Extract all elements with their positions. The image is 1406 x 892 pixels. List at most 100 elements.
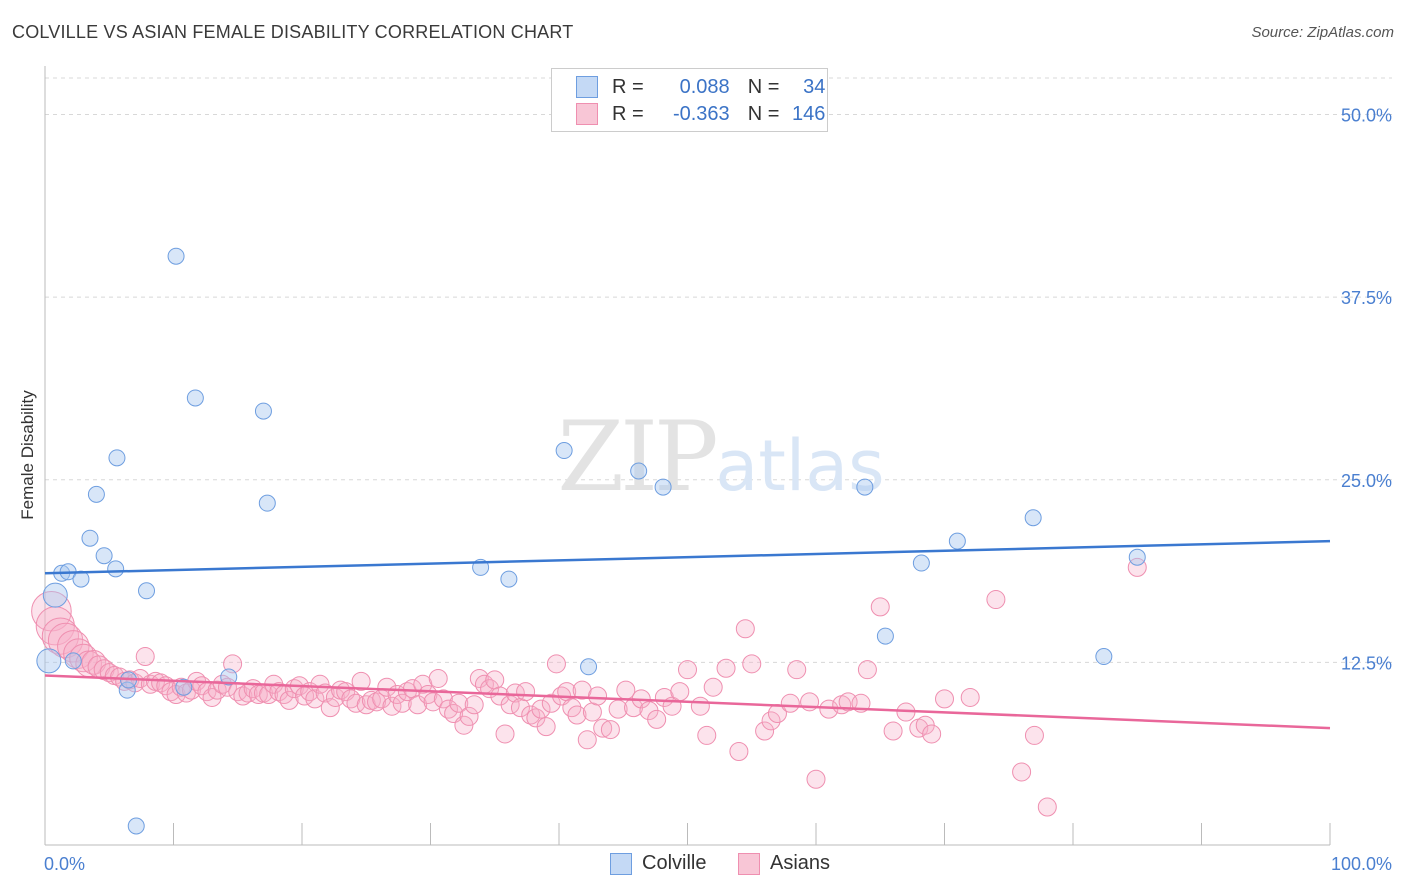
colville-legend-swatch	[610, 852, 632, 875]
asians-point	[1012, 762, 1032, 782]
asians-point	[697, 725, 717, 745]
colville-point	[948, 532, 966, 550]
asians-point	[755, 721, 775, 741]
colville-point	[95, 547, 113, 565]
colville-point	[107, 560, 125, 578]
asians-point	[459, 706, 479, 726]
trend-lines	[44, 539, 1331, 730]
asians-point	[582, 702, 602, 722]
asians-point	[408, 695, 428, 715]
asians-point	[1127, 557, 1147, 577]
r-label: R =	[612, 102, 644, 125]
asians-point	[806, 769, 826, 789]
legend-item-asians: Asians	[738, 852, 830, 875]
asians-point	[464, 695, 484, 715]
asians-point	[346, 693, 366, 713]
asians-point	[761, 711, 781, 731]
colville-point	[127, 817, 145, 835]
colville-point	[36, 648, 62, 674]
asians-point	[377, 677, 397, 697]
grid-lines	[45, 77, 1392, 663]
asians-point	[135, 647, 155, 667]
colville-point	[876, 627, 894, 645]
asians-point	[1037, 797, 1057, 817]
r-value: 0.088	[679, 75, 730, 98]
colville-point	[175, 678, 193, 696]
asians-point	[960, 687, 980, 707]
axes	[44, 66, 1331, 846]
legend-item-colville: Colville	[610, 852, 706, 875]
asians-points	[31, 557, 1147, 817]
colville-point	[186, 389, 204, 407]
legend-row-asians: R = -0.363 N = 146	[576, 102, 825, 126]
asians-point	[428, 668, 448, 688]
colville-point	[138, 582, 156, 600]
watermark-zip: ZIP	[557, 401, 716, 513]
asians-point	[469, 668, 489, 688]
asians-point	[690, 696, 710, 716]
asians-point	[531, 699, 551, 719]
colville-swatch	[576, 76, 598, 98]
asians-legend-label: Asians	[770, 852, 831, 874]
asians-point	[541, 693, 561, 713]
asians-point	[223, 654, 243, 674]
asians-point	[516, 682, 536, 702]
asians-point	[870, 597, 890, 617]
chart-title: COLVILLE VS ASIAN FEMALE DISABILITY CORR…	[12, 22, 574, 42]
colville-point	[1024, 509, 1042, 527]
asians-point	[284, 679, 304, 699]
colville-point	[72, 570, 90, 588]
asians-point	[1024, 725, 1044, 745]
tick-labels: 12.5% 25.0% 37.5% 50.0% 0.0% 100.0%	[44, 106, 1392, 874]
colville-point	[258, 494, 276, 512]
asians-point	[41, 617, 80, 655]
asians-point	[433, 689, 453, 709]
asians-point	[647, 709, 667, 729]
colville-point	[108, 449, 126, 467]
asians-point	[600, 720, 620, 740]
n-label: N =	[747, 102, 780, 125]
asians-point	[279, 690, 299, 710]
asians-point	[546, 654, 566, 674]
colville-point	[580, 658, 598, 676]
asians-point	[588, 686, 608, 706]
asians-point	[495, 724, 515, 744]
colville-point	[1128, 548, 1146, 566]
asians-swatch	[576, 103, 598, 125]
asians-point	[883, 721, 903, 741]
asians-point	[449, 693, 469, 713]
asians-point	[577, 730, 597, 750]
colville-point	[555, 442, 573, 460]
asians-point	[716, 658, 736, 678]
asians-point	[742, 654, 762, 674]
asians-point	[315, 683, 335, 703]
correlation-legend: R = 0.088 N = 34 R = -0.363 N = 146	[551, 68, 828, 132]
asians-point	[310, 674, 330, 694]
colville-point	[500, 570, 518, 588]
colville-point	[64, 652, 82, 670]
n-value: 34	[803, 75, 826, 98]
asians-point	[567, 705, 587, 725]
asians-point	[935, 689, 954, 709]
asians-point	[485, 670, 505, 690]
asians-point	[305, 689, 325, 709]
asians-point	[787, 660, 807, 680]
asians-point	[735, 619, 755, 639]
asians-point	[780, 693, 800, 713]
colville-point	[630, 462, 648, 480]
asians-point	[670, 682, 690, 702]
asians-point	[986, 590, 1006, 610]
watermark: ZIP atlas	[557, 401, 884, 513]
legend-row-colville: R = 0.088 N = 34	[576, 75, 825, 99]
colville-point	[912, 554, 930, 572]
series-legend: Colville Asians	[0, 852, 1406, 878]
colville-point	[254, 402, 272, 420]
colville-point	[42, 582, 68, 608]
asians-point	[454, 715, 474, 735]
colville-point	[220, 668, 238, 686]
colville-points	[36, 247, 1146, 835]
r-label: R =	[612, 75, 644, 98]
colville-point	[167, 247, 185, 265]
n-label: N =	[747, 75, 780, 98]
colville-point	[87, 485, 105, 503]
